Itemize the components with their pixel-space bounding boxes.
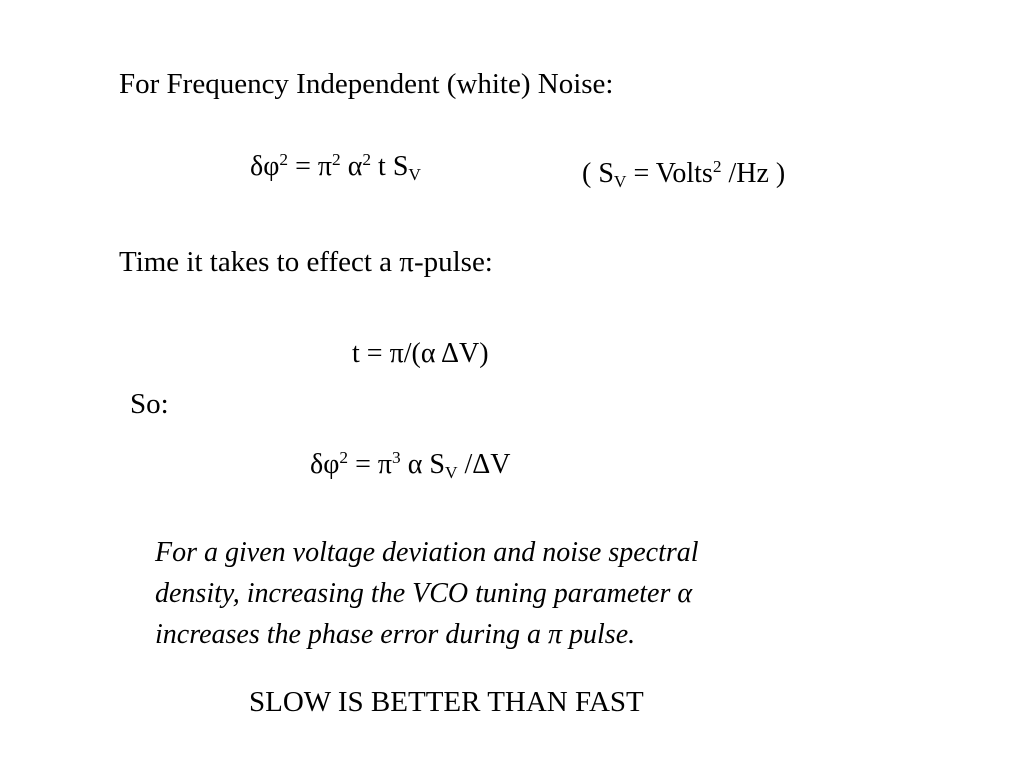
time-and-s: t S	[371, 151, 409, 182]
pi-symbol: π	[399, 246, 414, 278]
subscript-v: V	[444, 463, 458, 483]
alpha-symbol: α	[407, 449, 423, 480]
pi-symbol: π	[377, 449, 392, 480]
note-line-3-end: pulse.	[562, 619, 636, 650]
delta-symbol: δ	[310, 449, 324, 480]
alpha-symbol: α	[677, 578, 693, 609]
pi-symbol: π	[317, 151, 332, 182]
heading-pi-pulse-post: -pulse:	[413, 246, 493, 278]
exponent: 3	[392, 448, 401, 468]
equals-sign: =	[348, 449, 378, 480]
exponent: 2	[279, 150, 289, 170]
exponent: 2	[712, 157, 722, 177]
note-line-3-text: increases the phase error during a	[155, 619, 548, 650]
v-close: V)	[458, 338, 489, 369]
space	[341, 151, 348, 182]
subscript-v: V	[613, 172, 627, 192]
exponent: 2	[362, 150, 372, 170]
so-label: So:	[130, 388, 169, 420]
divide-open: /(	[403, 338, 421, 369]
heading-white-noise: For Frequency Independent (white) Noise:	[119, 68, 614, 100]
delta-symbol: δ	[250, 151, 264, 182]
equation-pulse-time: t = π/(α ΔV)	[352, 340, 489, 368]
equation-phase-variance-result: δφ2 = π3 α SV /ΔV	[310, 448, 511, 483]
delta-capital-symbol: Δ	[472, 449, 491, 480]
space	[401, 449, 408, 480]
note-line-3: increases the phase error during a π pul…	[155, 614, 699, 655]
units-volts: = Volts	[626, 158, 713, 189]
alpha-symbol: α	[347, 151, 363, 182]
units-open: ( S	[582, 158, 614, 189]
equals-sign: =	[288, 151, 318, 182]
phi-symbol: φ	[263, 151, 280, 182]
v-symbol: V	[490, 449, 511, 480]
equation-phase-variance-time: δφ2 = π2 α2 t SV	[250, 150, 421, 185]
units-note: ( SV = Volts2 /Hz )	[582, 157, 786, 192]
alpha-symbol: α	[420, 338, 436, 369]
note-line-2: density, increasing the VCO tuning param…	[155, 573, 699, 614]
delta-capital-symbol: Δ	[440, 338, 459, 369]
subscript-v: V	[408, 165, 421, 185]
units-close: /Hz )	[721, 158, 786, 189]
s-symbol: S	[422, 449, 445, 480]
note-line-2-text: density, increasing the VCO tuning param…	[155, 578, 678, 609]
heading-pi-pulse: Time it takes to effect a π-pulse:	[119, 248, 493, 277]
phi-symbol: φ	[323, 449, 340, 480]
slash: /	[457, 449, 473, 480]
pi-symbol: π	[548, 619, 563, 650]
pi-symbol: π	[389, 338, 404, 369]
t-equals: t =	[352, 338, 390, 369]
exponent: 2	[339, 448, 349, 468]
conclusion-text: SLOW IS BETTER THAN FAST	[249, 686, 644, 718]
heading-pi-pulse-pre: Time it takes to effect a	[119, 246, 400, 278]
note-line-1: For a given voltage deviation and noise …	[155, 537, 699, 568]
explanation-note: For a given voltage deviation and noise …	[155, 532, 699, 655]
exponent: 2	[332, 150, 341, 170]
